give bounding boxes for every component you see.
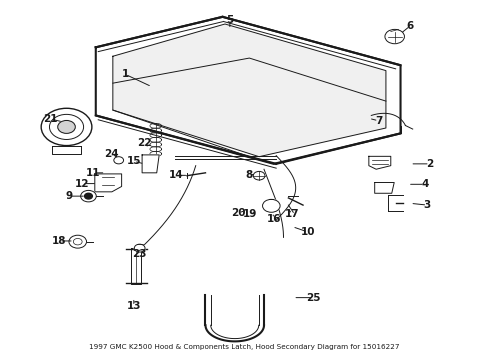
Text: 10: 10 bbox=[300, 227, 314, 237]
Circle shape bbox=[58, 121, 75, 134]
Polygon shape bbox=[374, 183, 393, 193]
Text: 17: 17 bbox=[285, 209, 299, 219]
Circle shape bbox=[81, 190, 96, 202]
Text: 6: 6 bbox=[406, 21, 413, 31]
Polygon shape bbox=[95, 174, 122, 192]
Text: 7: 7 bbox=[374, 116, 382, 126]
Circle shape bbox=[69, 235, 86, 248]
Text: 13: 13 bbox=[126, 301, 141, 311]
Circle shape bbox=[84, 193, 92, 199]
Text: 16: 16 bbox=[266, 214, 281, 224]
Circle shape bbox=[262, 199, 280, 212]
Text: 15: 15 bbox=[126, 156, 141, 166]
Polygon shape bbox=[368, 156, 390, 169]
Text: 11: 11 bbox=[86, 168, 101, 178]
Text: 23: 23 bbox=[132, 248, 146, 258]
Circle shape bbox=[114, 157, 123, 164]
Text: 22: 22 bbox=[137, 139, 151, 148]
Text: 1997 GMC K2500 Hood & Components Latch, Hood Secondary Diagram for 15016227: 1997 GMC K2500 Hood & Components Latch, … bbox=[89, 345, 399, 350]
Polygon shape bbox=[113, 24, 385, 157]
Text: 21: 21 bbox=[43, 114, 58, 124]
Text: 8: 8 bbox=[245, 170, 252, 180]
Text: 3: 3 bbox=[423, 200, 430, 210]
Text: 19: 19 bbox=[243, 209, 257, 219]
Polygon shape bbox=[96, 17, 400, 164]
Text: 14: 14 bbox=[168, 170, 183, 180]
Text: 9: 9 bbox=[65, 191, 72, 201]
Polygon shape bbox=[131, 248, 141, 284]
Text: 4: 4 bbox=[420, 179, 427, 189]
Circle shape bbox=[41, 108, 92, 145]
Circle shape bbox=[253, 171, 264, 180]
Text: 18: 18 bbox=[52, 236, 66, 246]
Text: 5: 5 bbox=[226, 15, 233, 26]
Text: 1: 1 bbox=[121, 69, 128, 79]
Text: 20: 20 bbox=[230, 208, 245, 218]
Text: 12: 12 bbox=[75, 179, 89, 189]
Text: 24: 24 bbox=[104, 149, 119, 159]
Circle shape bbox=[49, 114, 83, 139]
Text: 25: 25 bbox=[306, 293, 320, 303]
Text: 2: 2 bbox=[426, 159, 432, 169]
Circle shape bbox=[384, 30, 404, 44]
Circle shape bbox=[134, 244, 145, 252]
Polygon shape bbox=[142, 155, 159, 173]
